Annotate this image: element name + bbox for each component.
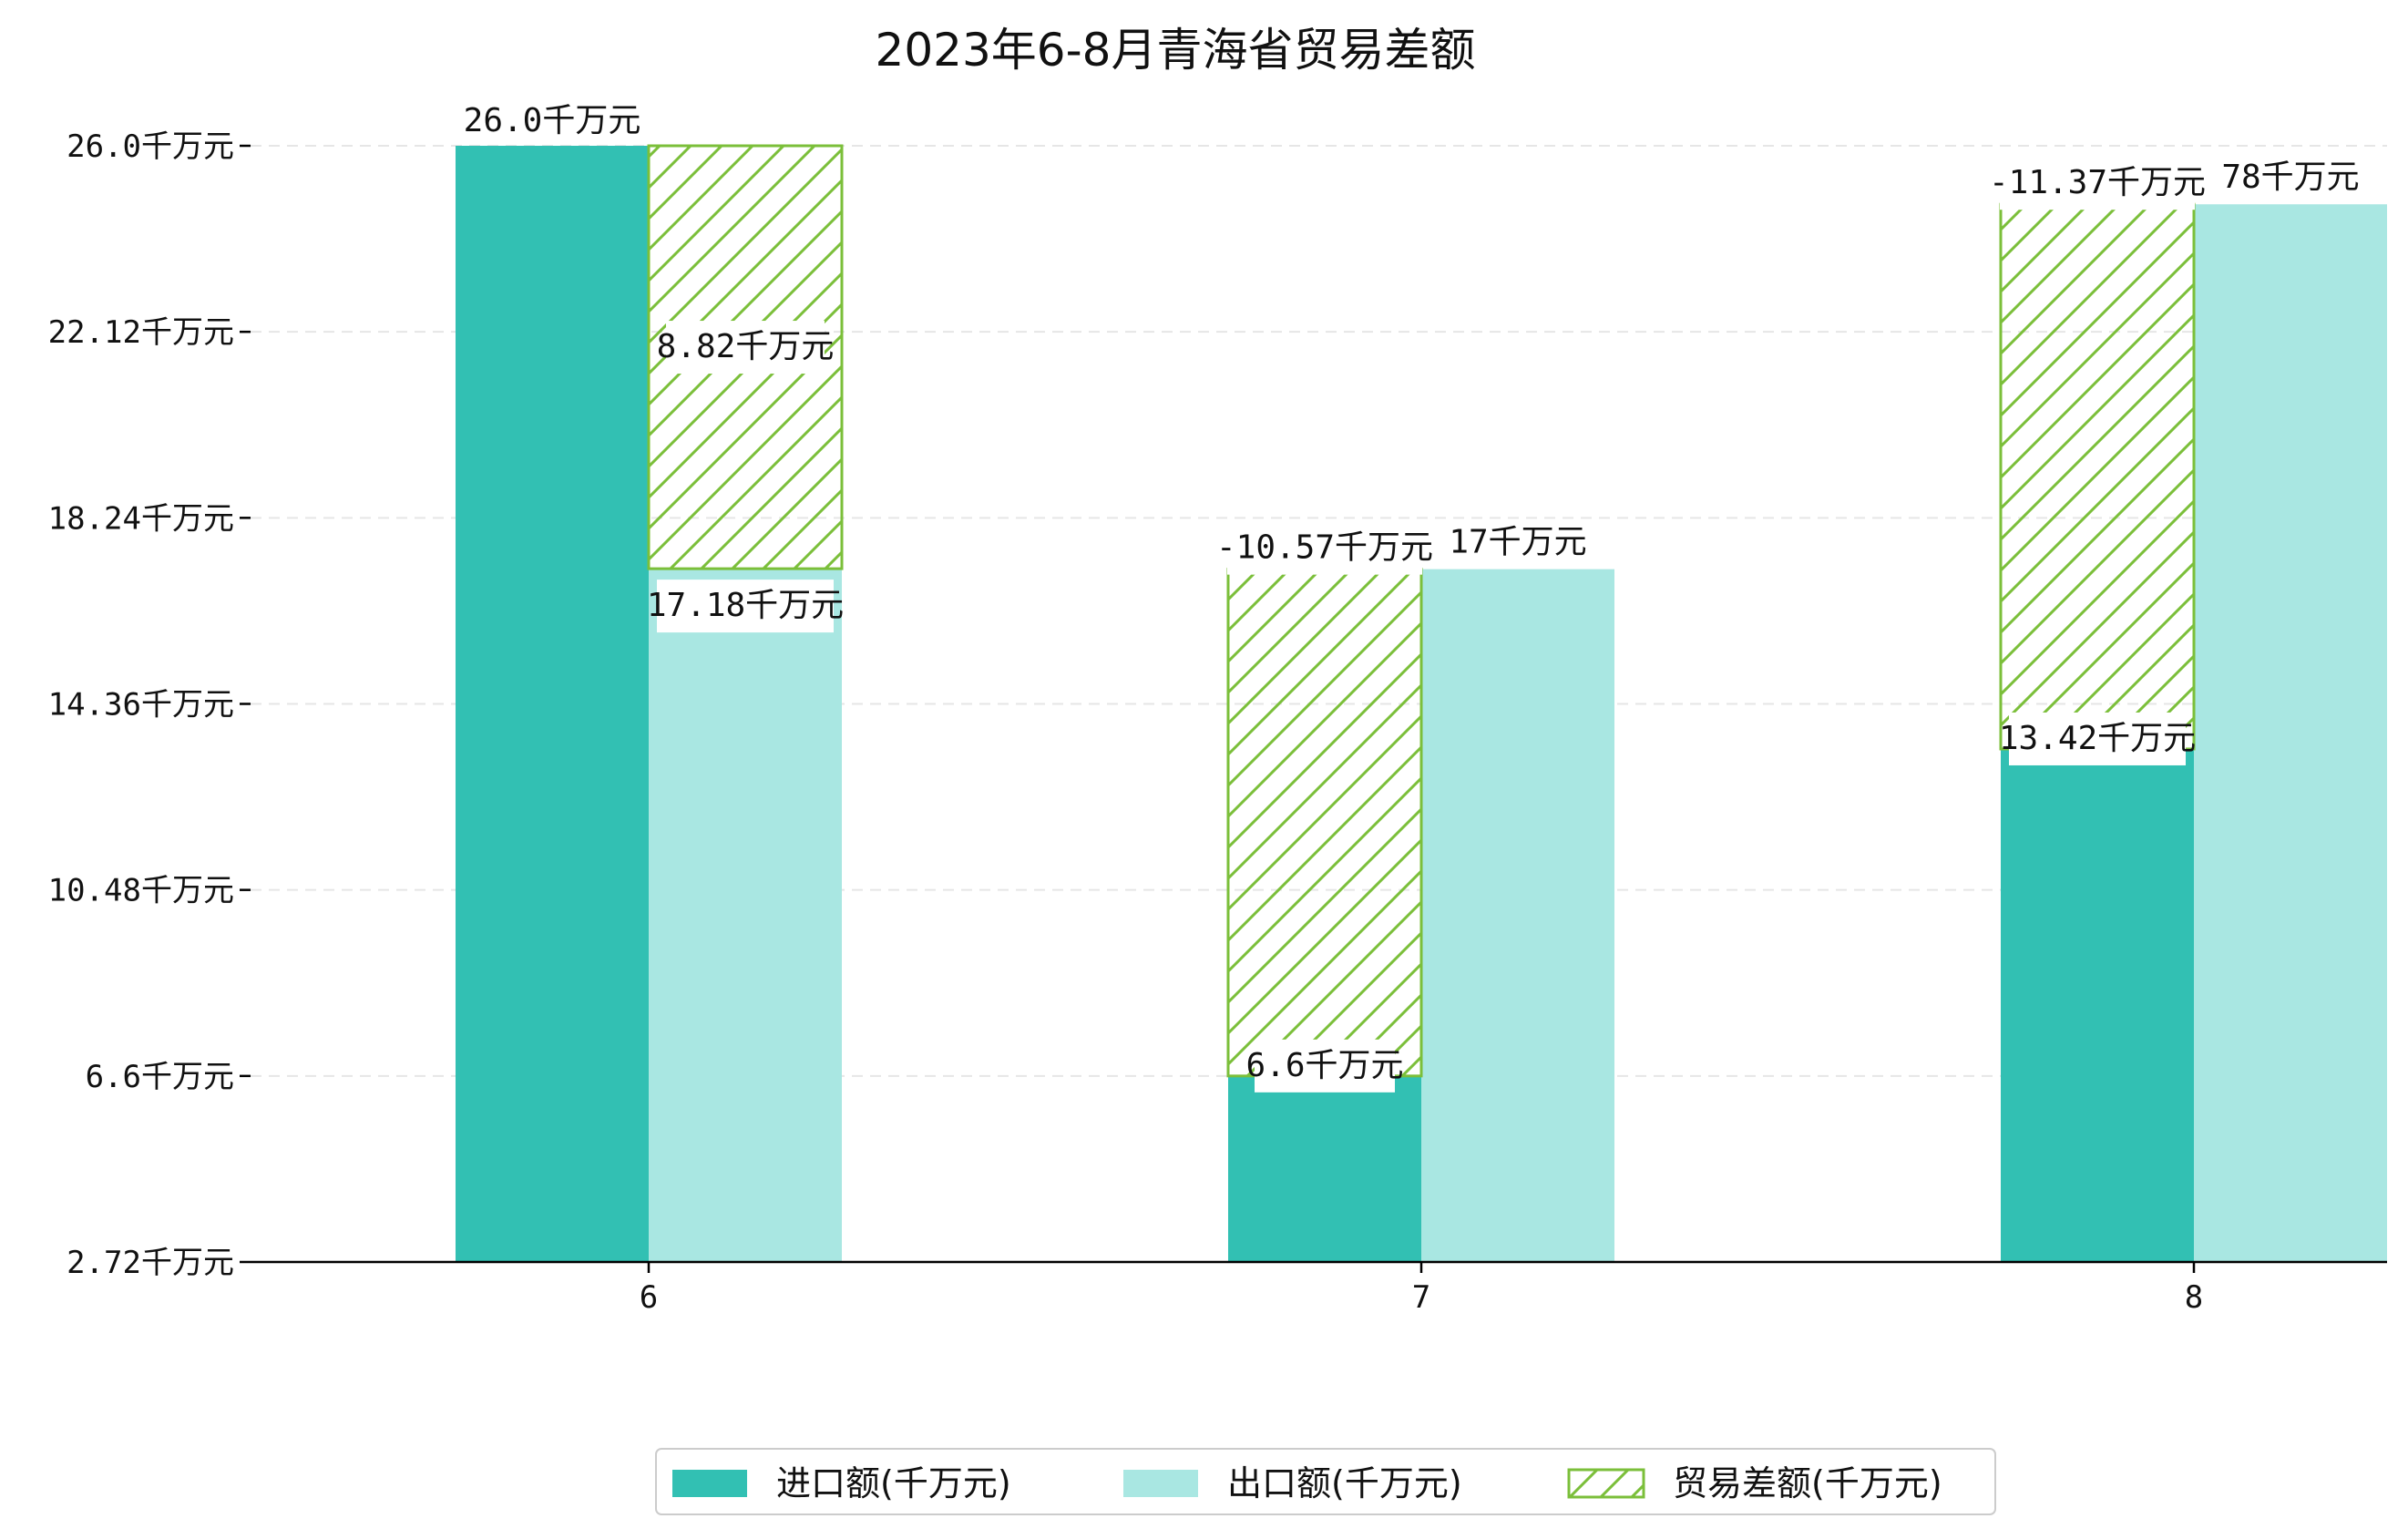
y-tick-label: 18.24千万元 (48, 500, 234, 537)
data-label-import: 26.0千万元 (464, 102, 641, 139)
bar-import (2001, 748, 2194, 1262)
y-tick-label: 14.36千万元 (48, 687, 234, 723)
legend-label-balance: 贸易差额(千万元) (1673, 1463, 1942, 1503)
x-tick-label: 7 (1412, 1279, 1430, 1316)
data-label-trade-balance-bg (1227, 521, 1422, 575)
bar-export (1421, 569, 1614, 1262)
x-tick-label: 6 (640, 1279, 658, 1316)
y-tick-label: 2.72千万元 (67, 1245, 234, 1281)
bar-export (649, 569, 842, 1262)
legend-label-import: 进口额(千万元) (776, 1463, 1011, 1503)
legend: 进口额(千万元) 出口额(千万元) 贸易差额(千万元) (655, 1448, 1996, 1515)
data-label-import: 6.6千万元 (1245, 1047, 1403, 1084)
bar-import (456, 146, 649, 1262)
data-label-trade-balance-bg (666, 321, 825, 374)
data-label-import: 13.42千万元 (1999, 720, 2196, 757)
data-label-trade-balance: -11.37千万元 (1989, 164, 2206, 201)
y-axis-ticks: 2.72千万元 6.6千万元 10.48千万元 14.36千万元 18.24千万元 22.… (48, 128, 251, 1281)
legend-frame (655, 1448, 1996, 1515)
bar-trade-balance (1999, 202, 2196, 751)
legend-swatch-export (1123, 1470, 1198, 1497)
x-axis-ticks: 6 7 8 (640, 1262, 2203, 1316)
y-tick-label: 10.48千万元 (48, 873, 234, 909)
data-label-trade-balance-bg (2000, 157, 2195, 210)
chart-title: 2023年6-8月青海省贸易差额 (876, 24, 1476, 77)
data-label-import-bg (1255, 1039, 1395, 1093)
data-label-trade-balance: 8.82千万元 (657, 328, 835, 365)
data-label-trade-balance: -10.57千万元 (1216, 529, 1433, 567)
data-label-export: 78千万元 (2221, 159, 2359, 196)
legend-label-export: 出口额(千万元) (1227, 1463, 1462, 1503)
data-label-export-bg (657, 580, 834, 633)
data-label-export: 17千万元 (1449, 524, 1586, 561)
data-label-export: 17.18千万元 (647, 587, 844, 624)
bars (456, 144, 2387, 1262)
y-tick-label: 6.6千万元 (86, 1059, 234, 1095)
bar-export (2194, 204, 2387, 1262)
legend-swatch-balance (1567, 1468, 1645, 1499)
bar-trade-balance (1226, 568, 1423, 1078)
y-tick-label: 22.12千万元 (48, 314, 234, 351)
x-tick-label: 8 (2185, 1279, 2203, 1316)
data-labels: 26.0千万元 17.18千万元 8.82千万元 6.6千万元 17千万元 -10.57千… (464, 102, 2360, 1093)
data-label-import-bg (2009, 712, 2186, 765)
legend-swatch-import (672, 1470, 747, 1497)
bar-import (1228, 1075, 1421, 1262)
y-tick-label: 26.0千万元 (67, 128, 234, 165)
